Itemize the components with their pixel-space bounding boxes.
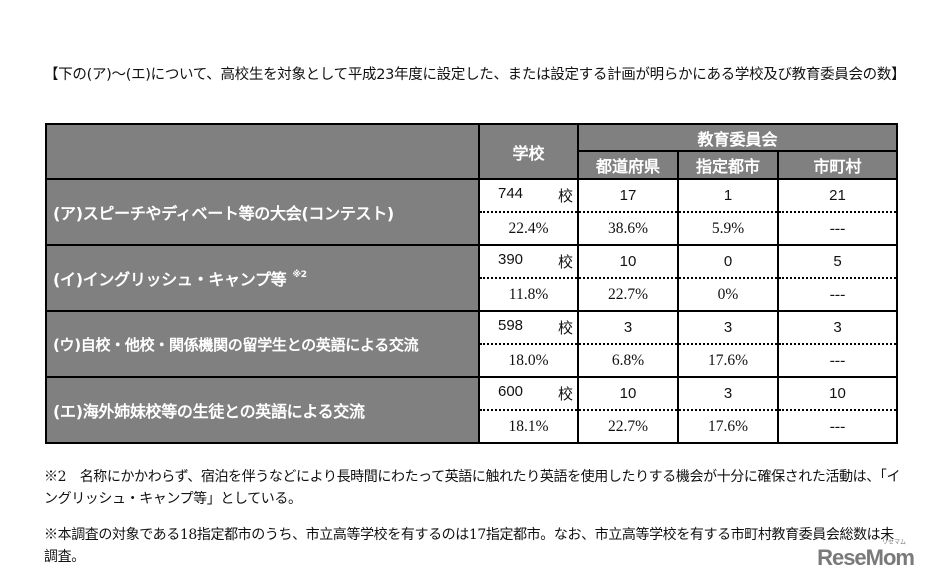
page-title: 【下の(ア)～(エ)について、高校生を対象として平成23年度に設定した、または設… <box>44 67 906 83</box>
municipality-pct: --- <box>777 409 898 444</box>
row-label: (イ)イングリッシュ・キャンプ等 ※2 <box>45 244 480 312</box>
school-count: 600 <box>498 383 524 400</box>
designated-city-count: 0 <box>677 244 779 279</box>
table-row: (エ)海外姉妹校等の生徒との英語による交流 600 校 10 3 10 <box>45 376 898 444</box>
school-count: 598 <box>498 317 524 334</box>
survey-table: 学校 教育委員会 都道府県 指定都市 市町村 (ア)スピーチやディベート等の大会… <box>45 123 898 444</box>
prefecture-count: 17 <box>577 178 679 213</box>
prefecture-count: 3 <box>577 310 679 345</box>
header-blank <box>45 123 480 180</box>
row-label: (ア)スピーチやディベート等の大会(コンテスト) <box>45 178 480 246</box>
municipality-pct: --- <box>777 211 898 246</box>
footnote-survey: ※本調査の対象である18指定都市のうち、市立高等学校を有するのは17指定都市。な… <box>44 527 894 565</box>
resemom-logo: リセマム ReseMom <box>817 540 915 570</box>
school-pct: 18.1% <box>478 409 579 444</box>
prefecture-pct: 6.8% <box>577 343 679 378</box>
municipality-count: 5 <box>777 244 898 279</box>
row-label: (エ)海外姉妹校等の生徒との英語による交流 <box>45 376 480 444</box>
designated-city-count: 1 <box>677 178 779 213</box>
header-municipality: 市町村 <box>777 150 898 180</box>
school-pct: 11.8% <box>478 277 579 312</box>
school-count: 744 <box>498 185 524 202</box>
municipality-pct: --- <box>777 343 898 378</box>
designated-city-pct: 5.9% <box>677 211 779 246</box>
footnote-marker: ※2 <box>292 270 307 280</box>
footnote-2: ※2 名称にかかわらず、宿泊を伴うなどにより長時間にわたって英語に触れたり英語を… <box>44 469 901 507</box>
prefecture-count: 10 <box>577 244 679 279</box>
table-row: (ウ)自校・他校・関係機関の留学生との英語による交流 598 校 3 3 3 <box>45 310 898 378</box>
municipality-count: 10 <box>777 376 898 411</box>
school-pct: 18.0% <box>478 343 579 378</box>
prefecture-pct: 22.7% <box>577 277 679 312</box>
prefecture-pct: 22.7% <box>577 409 679 444</box>
designated-city-pct: 17.6% <box>677 409 779 444</box>
header-prefecture: 都道府県 <box>577 150 679 180</box>
prefecture-pct: 38.6% <box>577 211 679 246</box>
header-school: 学校 <box>478 123 579 180</box>
prefecture-count: 10 <box>577 376 679 411</box>
table-row: (ア)スピーチやディベート等の大会(コンテスト) 744 校 17 1 21 <box>45 178 898 246</box>
row-label: (ウ)自校・他校・関係機関の留学生との英語による交流 <box>45 310 480 378</box>
designated-city-pct: 17.6% <box>677 343 779 378</box>
municipality-pct: --- <box>777 277 898 312</box>
header-board-group: 教育委員会 <box>577 123 898 152</box>
school-count: 390 <box>498 251 524 268</box>
designated-city-count: 3 <box>677 310 779 345</box>
municipality-count: 3 <box>777 310 898 345</box>
header-designated-city: 指定都市 <box>677 150 779 180</box>
designated-city-pct: 0% <box>677 277 779 312</box>
school-pct: 22.4% <box>478 211 579 246</box>
designated-city-count: 3 <box>677 376 779 411</box>
table-row: (イ)イングリッシュ・キャンプ等 ※2 390 校 10 0 5 <box>45 244 898 312</box>
municipality-count: 21 <box>777 178 898 213</box>
